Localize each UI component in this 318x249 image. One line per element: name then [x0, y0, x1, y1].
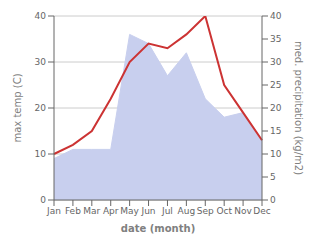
svg-text:Dec: Dec	[253, 206, 270, 216]
svg-text:May: May	[120, 206, 139, 216]
svg-text:0: 0	[270, 195, 276, 205]
svg-text:40: 40	[270, 11, 282, 21]
svg-text:10: 10	[35, 149, 47, 159]
svg-text:35: 35	[270, 34, 281, 44]
svg-text:Oct: Oct	[216, 206, 232, 216]
svg-text:0: 0	[40, 195, 46, 205]
svg-text:Mar: Mar	[83, 206, 100, 216]
svg-text:max temp (C): max temp (C)	[12, 73, 23, 142]
svg-text:Jul: Jul	[161, 206, 173, 216]
svg-text:15: 15	[270, 126, 281, 136]
svg-text:20: 20	[270, 103, 282, 113]
svg-text:Jun: Jun	[141, 206, 156, 216]
svg-text:Sep: Sep	[197, 206, 214, 216]
svg-text:40: 40	[35, 11, 47, 21]
svg-text:Feb: Feb	[65, 206, 81, 216]
svg-text:10: 10	[270, 149, 282, 159]
svg-text:date (month): date (month)	[121, 223, 195, 234]
svg-text:Jan: Jan	[46, 206, 61, 216]
svg-text:25: 25	[270, 80, 281, 90]
svg-text:med. precipitation (kg/m2): med. precipitation (kg/m2)	[293, 41, 304, 175]
svg-text:Aug: Aug	[178, 206, 196, 216]
svg-text:5: 5	[270, 172, 276, 182]
svg-text:Apr: Apr	[103, 206, 119, 216]
svg-text:30: 30	[35, 57, 47, 67]
svg-text:20: 20	[35, 103, 47, 113]
svg-text:Nov: Nov	[234, 206, 252, 216]
svg-text:30: 30	[270, 57, 282, 67]
